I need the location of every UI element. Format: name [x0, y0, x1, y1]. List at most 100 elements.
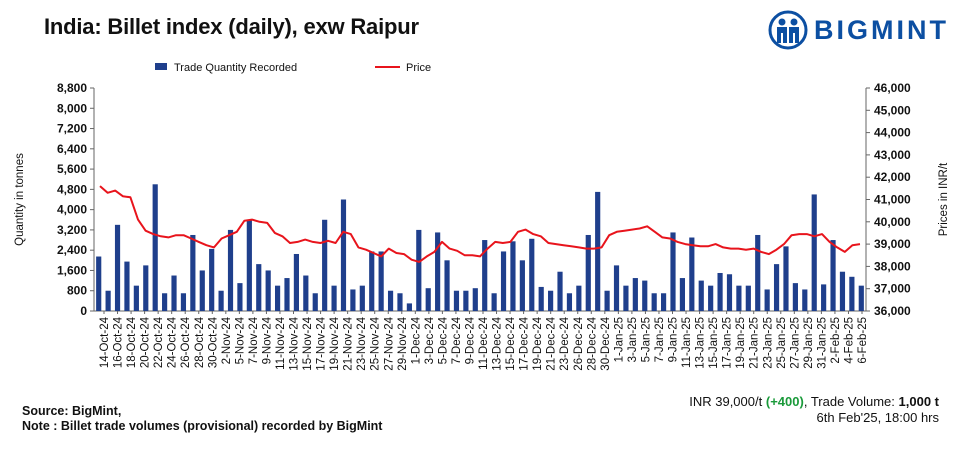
- price-change: (+400): [765, 394, 804, 409]
- x-tick-label: 18-Oct-24: [126, 316, 138, 368]
- quantity-bar: [500, 251, 507, 311]
- quantity-bar: [444, 260, 450, 311]
- quantity-bar: [736, 285, 742, 311]
- x-tick-label: 9-Jan-25: [668, 317, 680, 362]
- quantity-bar: [783, 246, 789, 311]
- x-tick-label: 9-Nov-24: [261, 316, 273, 364]
- x-tick-label: 3-Jan-25: [627, 317, 639, 362]
- quantity-bar: [651, 293, 657, 311]
- right-tick-label: 37,000: [874, 282, 911, 296]
- quantity-bar: [416, 229, 422, 311]
- quantity-bar: [726, 274, 733, 311]
- quantity-bar: [821, 284, 827, 311]
- quantity-bar: [378, 251, 384, 311]
- x-tick-label: 17-Nov-24: [316, 316, 328, 370]
- quantity-bar: [491, 293, 497, 311]
- quantity-bar: [566, 293, 573, 311]
- price-summary: INR 39,000/t (+400), Trade Volume: 1,000…: [689, 394, 939, 426]
- price-line: [99, 185, 861, 263]
- quantity-bar: [698, 280, 704, 311]
- right-tick-label: 40,000: [874, 215, 911, 229]
- chart-title: India: Billet index (daily), exw Raipur: [44, 14, 419, 39]
- quantity-bar: [557, 271, 563, 311]
- bigmint-logo: BIGMINT: [768, 10, 949, 50]
- x-tick-label: 20-Oct-24: [140, 316, 152, 368]
- x-tick-label: 3-Dec-24: [424, 316, 436, 364]
- quantity-bar: [171, 275, 177, 311]
- x-tick-label: 5-Dec-24: [437, 316, 449, 364]
- x-tick-label: 19-Nov-24: [329, 316, 341, 370]
- quantity-bar: [830, 240, 836, 311]
- x-tick-label: 30-Oct-24: [207, 316, 219, 368]
- quantity-bar: [96, 256, 102, 311]
- quantity-bar: [689, 237, 695, 311]
- quantity-bar: [312, 293, 318, 311]
- quantity-bar: [632, 278, 638, 311]
- left-tick-label: 1,600: [57, 263, 87, 277]
- x-tick-label: 23-Nov-24: [356, 316, 368, 370]
- quantity-bar: [604, 290, 610, 311]
- x-tick-label: 4-Feb-25: [844, 317, 856, 364]
- quantity-bar: [811, 194, 817, 311]
- right-tick-label: 42,000: [874, 170, 911, 184]
- quantity-bar: [322, 219, 328, 311]
- left-tick-label: 3,200: [57, 223, 87, 237]
- quantity-bar: [585, 234, 591, 311]
- quantity-bar: [708, 285, 714, 311]
- quantity-bar: [613, 265, 620, 311]
- x-tick-label: 21-Dec-24: [546, 316, 558, 370]
- x-tick-label: 1-Jan-25: [613, 317, 625, 362]
- quantity-bar: [510, 241, 516, 311]
- x-tick-label: 16-Oct-24: [113, 316, 125, 368]
- quantity-bar: [350, 289, 356, 311]
- x-tick-label: 11-Nov-24: [275, 316, 287, 369]
- quantity-bar: [114, 224, 121, 311]
- quantity-bar: [397, 293, 403, 311]
- x-tick-label: 19-Dec-24: [532, 316, 544, 370]
- legend-label-price: Price: [406, 62, 431, 74]
- trade-volume-value: 1,000 t: [898, 394, 939, 409]
- x-tick-label: 7-Dec-24: [451, 316, 463, 364]
- quantity-bar: [143, 265, 149, 311]
- quantity-bar: [792, 283, 798, 311]
- left-tick-label: 4,000: [57, 203, 87, 217]
- x-tick-label: 1-Dec-24: [410, 316, 422, 364]
- quantity-bar: [435, 232, 441, 311]
- left-tick-label: 0: [80, 304, 87, 318]
- y-axis-left-title: Quantity in tonnes: [14, 153, 26, 246]
- legend-label-trade-quantity: Trade Quantity Recorded: [174, 62, 297, 74]
- quantity-bar: [595, 191, 601, 311]
- quantity-bar: [755, 234, 761, 311]
- quantity-bar: [133, 285, 139, 311]
- quantity-bar: [180, 293, 187, 311]
- x-tick-label: 29-Jan-25: [803, 317, 815, 369]
- quantity-bar: [538, 286, 544, 311]
- quantity-bar: [199, 270, 205, 311]
- footer-notes: Source: BigMint, Note : Billet trade vol…: [22, 404, 382, 434]
- quantity-bar: [858, 285, 864, 311]
- x-tick-label: 17-Jan-25: [722, 317, 734, 369]
- x-tick-label: 6-Feb-25: [857, 317, 869, 364]
- quantity-bar: [246, 219, 252, 311]
- x-tick-label: 13-Jan-25: [695, 317, 707, 369]
- quantity-bar: [406, 303, 412, 311]
- quantity-bar: [340, 199, 347, 311]
- x-tick-label: 26-Oct-24: [180, 316, 192, 368]
- x-tick-label: 27-Nov-24: [383, 316, 395, 370]
- x-tick-label: 15-Dec-24: [505, 316, 517, 370]
- x-tick-label: 5-Jan-25: [640, 317, 652, 362]
- left-tick-label: 5,600: [57, 162, 87, 176]
- quantity-bar: [190, 234, 196, 311]
- left-tick-label: 4,800: [57, 182, 87, 196]
- x-tick-label: 21-Jan-25: [749, 317, 761, 369]
- quantity-bar: [369, 251, 375, 311]
- quantity-bar: [482, 240, 488, 311]
- x-tick-label: 9-Dec-24: [465, 316, 477, 364]
- quantity-bar: [839, 271, 846, 311]
- x-tick-label: 11-Jan-25: [681, 317, 693, 368]
- left-tick-label: 800: [67, 284, 87, 298]
- quantity-bar: [519, 260, 525, 311]
- x-tick-label: 17-Dec-24: [519, 316, 531, 370]
- quantity-bar: [284, 278, 290, 311]
